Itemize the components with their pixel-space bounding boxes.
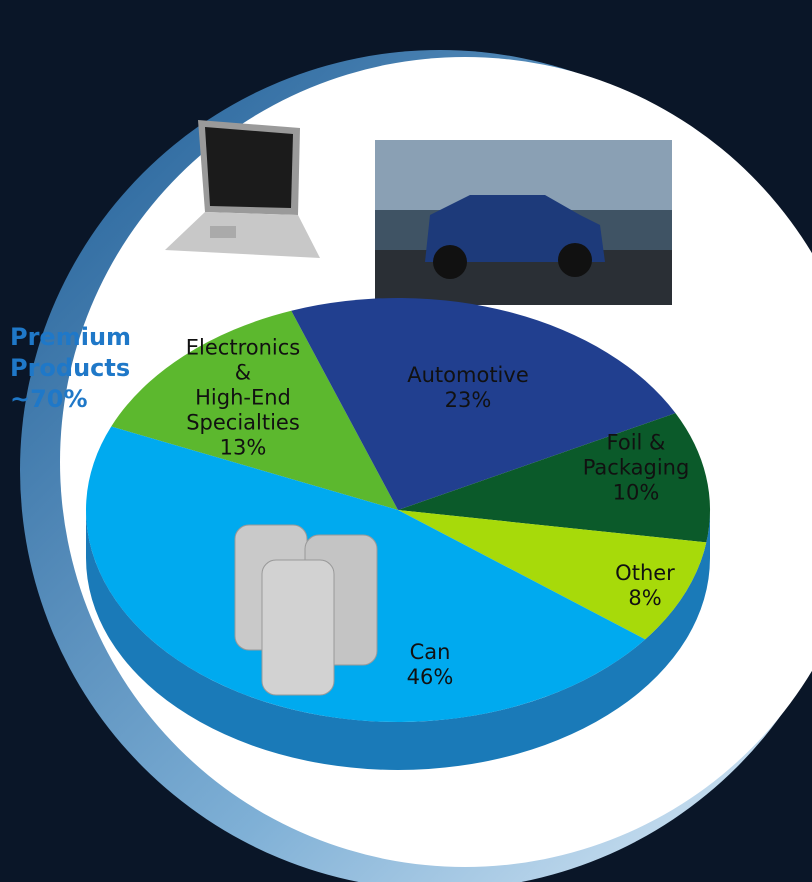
category-label: Automotive: [407, 363, 529, 387]
slice-label: Foil & Packaging 10%: [583, 431, 690, 506]
laptop-icon: [165, 120, 320, 258]
category-label: Other: [615, 561, 675, 585]
annotation: Premium Products ~70%: [10, 323, 132, 413]
pie-side: [86, 510, 710, 770]
pie: [85, 298, 710, 770]
slice-label: Automotive 23%: [407, 363, 528, 413]
category-label: Can: [409, 640, 451, 664]
category-label: Electronics & High-End Specialties: [185, 335, 301, 435]
value-label: 10%: [612, 480, 660, 505]
value-label: 8%: [628, 586, 662, 610]
pie-slice: [111, 310, 399, 510]
cans-icon: [234, 524, 378, 696]
value-label: 46%: [406, 665, 454, 689]
value-label: 23%: [444, 388, 492, 412]
category-label: Foil & Packaging: [582, 430, 690, 480]
pie-slice: [291, 298, 676, 510]
slice-label: Electronics & High-End Specialties 13%: [186, 336, 300, 461]
slice-label: Other 8%: [615, 561, 675, 611]
pie-slice: [398, 413, 710, 543]
car-photo: [375, 140, 672, 305]
pie-slice: [398, 510, 707, 640]
value-label: 13%: [219, 435, 267, 460]
slice-label: Can 46%: [407, 640, 454, 690]
